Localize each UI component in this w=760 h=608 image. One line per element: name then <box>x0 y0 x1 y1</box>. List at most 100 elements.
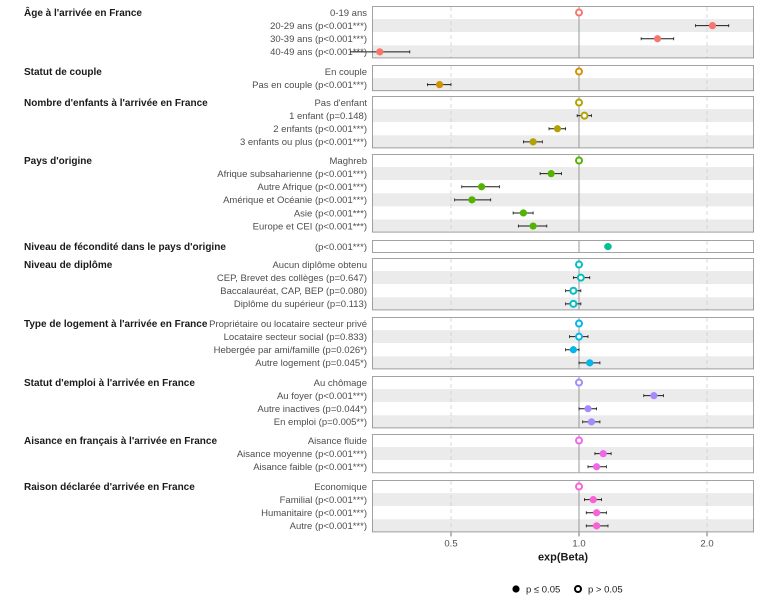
point-estimate-not-significant <box>575 156 583 165</box>
panel-border <box>372 376 754 429</box>
row-stripe <box>372 32 754 46</box>
point-estimate-not-significant <box>576 273 585 282</box>
row-label: Locataire secteur social (p=0.833) <box>224 332 367 343</box>
panel-border <box>372 6 754 59</box>
point-estimate-not-significant <box>575 67 583 76</box>
row-stripe <box>372 284 754 298</box>
row-stripe <box>372 258 754 272</box>
row-stripe <box>372 167 754 181</box>
row-stripe <box>372 96 754 110</box>
legend-significant-key <box>512 585 520 593</box>
point-estimate-significant <box>708 22 717 30</box>
row-stripe <box>372 154 754 168</box>
row-label: 20-29 ans (p<0.001***) <box>270 21 367 32</box>
group-title: Nombre d'enfants à l'arrivée en France <box>24 98 208 109</box>
row-label: Humanitaire (p<0.001***) <box>261 508 367 519</box>
row-label: Europe et CEI (p<0.001***) <box>253 221 367 232</box>
panel-border <box>372 434 754 474</box>
panels-layer <box>372 6 754 533</box>
point-estimate-not-significant <box>575 260 583 269</box>
row-stripe <box>372 434 754 448</box>
point-estimate-significant <box>529 138 537 146</box>
row-label: Hebergée par ami/famille (p=0.026*) <box>214 345 367 356</box>
x-tick-label: 1.0 <box>572 538 585 549</box>
point-estimate-significant <box>569 346 577 354</box>
row-label: Aisance faible (p<0.001***) <box>253 462 367 473</box>
row-stripe <box>372 493 754 507</box>
row-stripe <box>372 356 754 370</box>
row-label: Familial (p<0.001***) <box>280 495 367 506</box>
row-stripe <box>372 271 754 285</box>
point-estimate-significant <box>650 392 658 400</box>
row-stripe <box>372 219 754 233</box>
row-stripe <box>372 330 754 344</box>
panel-border <box>372 154 754 233</box>
marks-layer <box>350 8 730 530</box>
point-estimate-significant <box>519 209 527 217</box>
group-title: Statut de couple <box>24 67 102 78</box>
point-estimate-not-significant <box>575 98 583 107</box>
point-estimate-significant <box>593 463 601 471</box>
point-estimate-not-significant <box>575 8 583 17</box>
row-stripe <box>372 193 754 207</box>
row-label: Baccalauréat, CAP, BEP (p=0.080) <box>220 286 367 297</box>
row-label: Diplôme du supérieur (p=0.113) <box>234 299 367 310</box>
row-label: Amérique et Océanie (p<0.001***) <box>223 195 367 206</box>
point-estimate-significant <box>593 509 601 517</box>
x-tick-label: 2.0 <box>700 538 713 549</box>
row-label: Aucun diplôme obtenu <box>272 260 367 271</box>
row-label: Afrique subsaharienne (p<0.001***) <box>217 169 367 180</box>
row-label: 2 enfants (p<0.001***) <box>273 124 367 135</box>
point-estimate-not-significant <box>575 332 583 341</box>
point-estimate-significant <box>589 496 597 504</box>
group-title: Niveau de diplôme <box>24 260 113 271</box>
point-estimate-significant <box>477 183 486 191</box>
point-estimate-not-significant <box>575 436 583 445</box>
point-estimate-significant <box>599 450 607 458</box>
point-estimate-not-significant <box>580 111 589 120</box>
row-stripe <box>372 45 754 59</box>
row-label: Autre logement (p=0.045*) <box>255 358 367 369</box>
row-label: Maghreb <box>330 156 368 167</box>
row-stripe <box>372 415 754 429</box>
row-label: 0-19 ans <box>330 8 367 19</box>
group-title: Statut d'emploi à l'arrivée en France <box>24 378 195 389</box>
row-stripe <box>372 506 754 520</box>
point-estimate-significant <box>468 196 476 204</box>
point-estimate-not-significant <box>569 299 578 308</box>
row-label: 30-39 ans (p<0.001***) <box>270 34 367 45</box>
row-label: Autre (p<0.001***) <box>290 521 367 532</box>
point-estimate-significant <box>586 359 594 367</box>
point-estimate-not-significant <box>575 378 583 387</box>
row-label: En emploi (p=0.005**) <box>274 417 367 428</box>
point-estimate-not-significant <box>569 286 578 295</box>
point-estimate-significant <box>584 405 592 413</box>
group-title: Âge à l'arrivée en France <box>24 6 142 19</box>
row-label: Asie (p<0.001***) <box>294 208 367 219</box>
legend-significant-label: p ≤ 0.05 <box>526 584 560 595</box>
point-estimate-significant <box>604 242 612 251</box>
point-estimate-not-significant <box>575 319 583 328</box>
row-stripe <box>372 6 754 20</box>
point-estimate-significant <box>587 418 596 426</box>
row-label: Aisance fluide <box>308 436 367 447</box>
panel-border <box>372 240 754 254</box>
point-estimate-not-significant <box>575 482 583 491</box>
point-estimate-significant <box>593 522 601 530</box>
row-stripe <box>372 180 754 194</box>
row-label: Au foyer (p<0.001***) <box>277 391 367 402</box>
group-title: Pays d'origine <box>24 156 92 167</box>
x-axis-title: exp(Beta) <box>538 551 588 563</box>
group-title: Raison déclarée d'arrivée en France <box>24 482 195 493</box>
panel-border <box>372 480 754 533</box>
row-label: Pas en couple (p<0.001***) <box>252 80 367 91</box>
row-stripe <box>372 480 754 494</box>
row-stripe <box>372 402 754 416</box>
row-label: 1 enfant (p=0.148) <box>289 111 367 122</box>
legend-not-significant-key <box>574 585 582 593</box>
group-title: Aisance en français à l'arrivée en Franc… <box>24 436 217 447</box>
panel-border <box>372 317 754 370</box>
panel-border <box>372 258 754 311</box>
row-label: Au chômage <box>314 378 367 389</box>
